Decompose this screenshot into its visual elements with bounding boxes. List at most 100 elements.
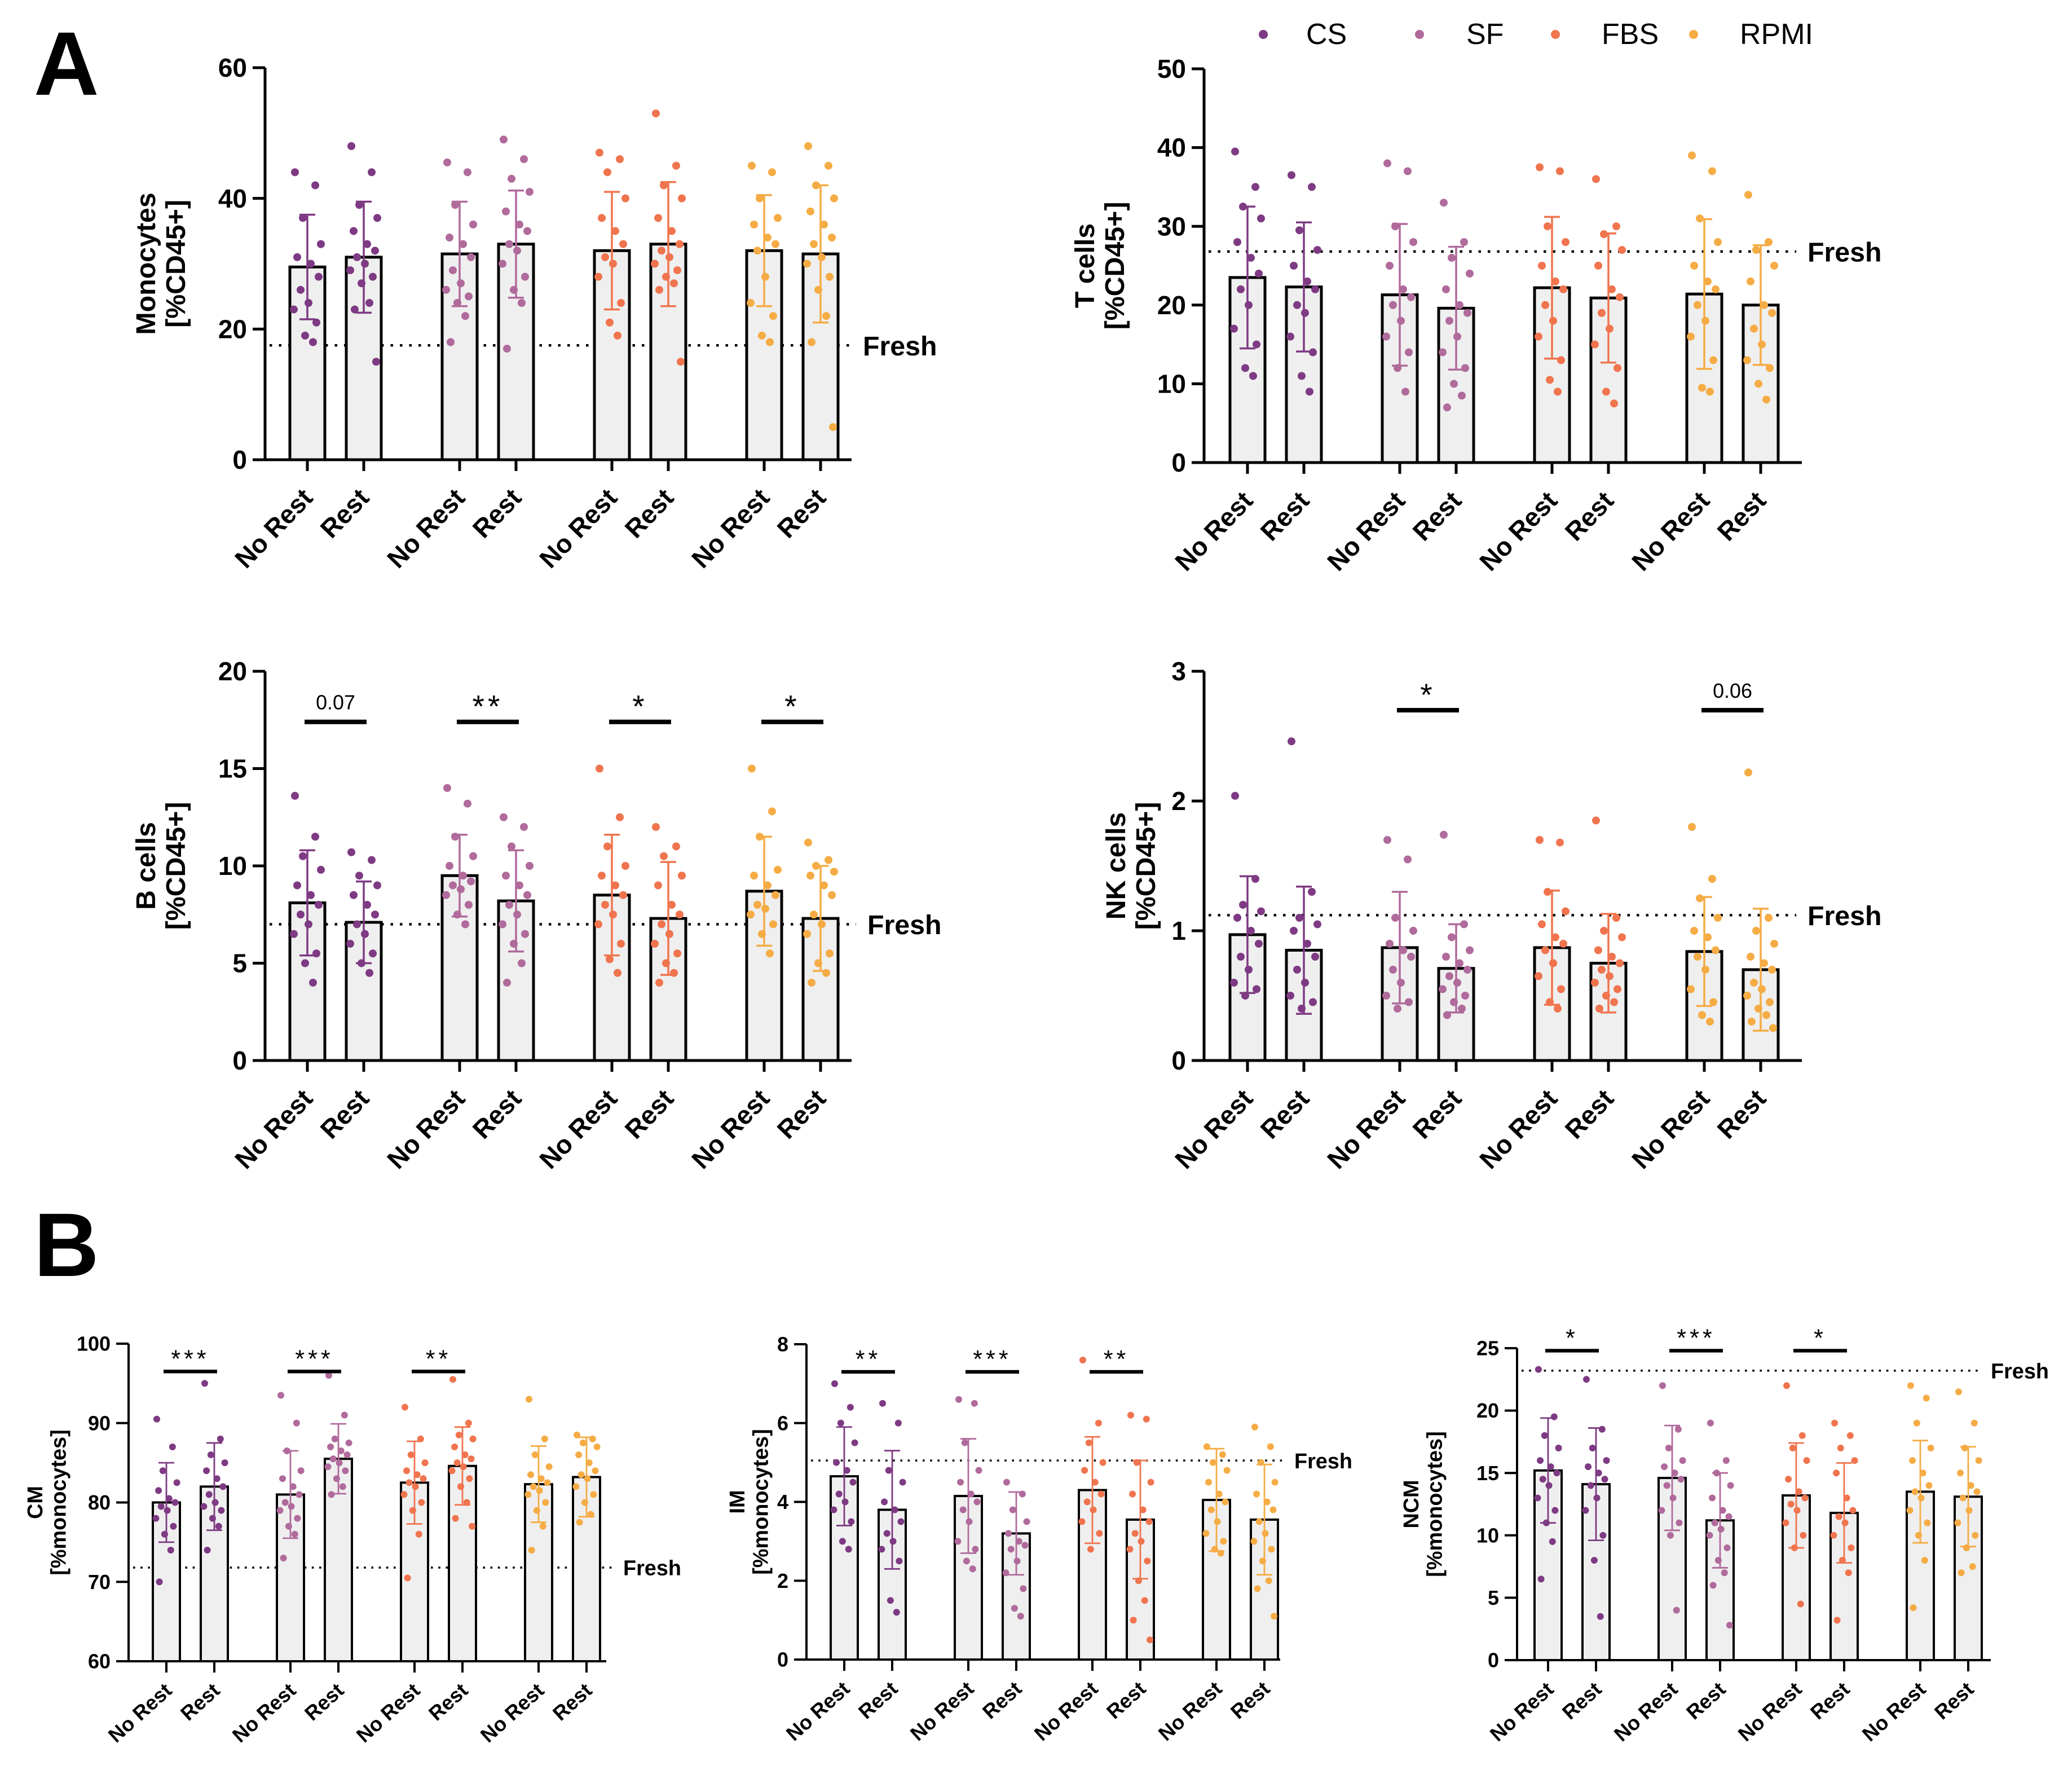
data-point: [464, 168, 471, 177]
data-point: [611, 881, 619, 890]
data-point: [1551, 277, 1559, 285]
data-point: [1967, 1482, 1974, 1489]
x-tick-label: Rest: [1255, 486, 1315, 547]
data-point: [1313, 246, 1321, 254]
data-point: [1544, 888, 1551, 896]
data-point: [1126, 1546, 1134, 1553]
y-tick-label: 2: [1171, 786, 1186, 816]
data-point: [598, 214, 606, 222]
x-tick-label: Rest: [1558, 1677, 1606, 1724]
data-point: [885, 1467, 892, 1474]
data-point: [312, 949, 320, 958]
data-point: [1443, 1011, 1451, 1019]
legend: CS SF FBS RPMI: [1259, 18, 1813, 51]
data-point: [465, 292, 473, 301]
data-point: [165, 1495, 173, 1502]
data-point: [1301, 979, 1309, 987]
data-point: [1536, 163, 1544, 171]
data-point: [285, 1522, 292, 1530]
data-point: [1600, 230, 1608, 239]
data-point: [1002, 1569, 1009, 1577]
data-point: [660, 181, 668, 190]
data-point: [442, 285, 450, 294]
data-point: [1610, 998, 1618, 1006]
x-tick-label: Rest: [315, 1084, 375, 1145]
data-point: [1308, 888, 1316, 896]
x-tick-label: No Rest: [381, 1084, 470, 1174]
x-tick-label: No Rest: [1169, 486, 1258, 577]
x-tick-label: No Rest: [534, 1084, 623, 1174]
data-point: [1919, 1469, 1926, 1477]
data-point: [324, 1463, 332, 1471]
data-point: [1762, 395, 1770, 404]
data-point: [1557, 985, 1565, 993]
data-point: [1547, 1463, 1554, 1471]
data-point: [593, 1443, 601, 1450]
y-tick-label: 80: [88, 1491, 111, 1514]
data-point: [1144, 1557, 1151, 1565]
data-point: [449, 1376, 456, 1383]
data-point: [173, 1479, 180, 1486]
data-point: [1708, 167, 1716, 175]
data-point: [1661, 1463, 1668, 1471]
data-point: [1608, 285, 1616, 293]
data-point: [277, 1392, 284, 1399]
data-point: [1286, 992, 1294, 1000]
data-point: [967, 1490, 975, 1498]
data-point: [758, 930, 766, 938]
data-point: [305, 920, 312, 928]
data-point: [1709, 356, 1717, 364]
data-point: [1701, 316, 1709, 325]
data-point: [443, 158, 451, 166]
x-tick-label: No Rest: [1321, 486, 1410, 577]
y-axis-label: NK cells[%CD45+]: [1101, 802, 1161, 930]
data-point: [1251, 875, 1259, 883]
data-point: [1913, 1419, 1920, 1427]
data-point: [774, 865, 782, 874]
data-point: [1582, 1507, 1589, 1514]
data-point: [1391, 914, 1399, 922]
data-point: [469, 1435, 477, 1442]
data-point: [152, 1515, 160, 1522]
data-point: [576, 1519, 583, 1526]
data-point: [1456, 959, 1463, 967]
y-tick-label: 2: [777, 1569, 788, 1592]
data-point: [1837, 1444, 1844, 1451]
data-point: [594, 272, 602, 281]
data-point: [1021, 1542, 1029, 1549]
data-point: [596, 148, 603, 157]
x-tick-label: No Rest: [352, 1678, 425, 1746]
data-point: [652, 109, 660, 118]
data-point: [464, 799, 471, 808]
data-point: [1443, 403, 1451, 412]
x-tick-label: No Rest: [1734, 1677, 1806, 1745]
data-point: [1241, 364, 1249, 372]
data-point: [1707, 1419, 1714, 1427]
data-point: [465, 901, 473, 909]
data-point: [1768, 966, 1776, 974]
y-tick-label: 1: [1171, 916, 1186, 945]
data-point: [1249, 372, 1257, 380]
data-point: [652, 823, 660, 831]
data-point: [449, 881, 457, 890]
y-tick-label: 20: [1476, 1399, 1499, 1422]
data-point: [1007, 1546, 1015, 1553]
x-tick-label: No Rest: [229, 1084, 318, 1174]
data-point: [412, 1483, 419, 1490]
data-point: [209, 1515, 216, 1522]
data-point: [678, 194, 686, 203]
data-point: [463, 1499, 470, 1506]
data-point: [577, 1471, 585, 1478]
data-point: [1133, 1459, 1140, 1466]
data-point: [601, 253, 609, 261]
data-point: [453, 910, 461, 919]
data-point: [1083, 1498, 1091, 1506]
data-point: [1391, 222, 1399, 231]
data-point: [1602, 388, 1610, 396]
data-point: [1539, 1476, 1546, 1483]
data-point: [1801, 1494, 1809, 1502]
data-point: [331, 1435, 338, 1442]
data-point: [413, 1471, 421, 1478]
